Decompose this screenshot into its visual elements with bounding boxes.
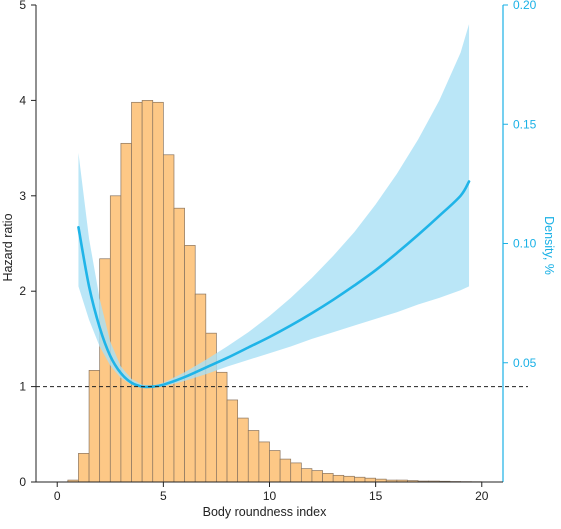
histogram-bar — [163, 155, 174, 482]
bottom-tick-label: 15 — [369, 489, 383, 503]
histogram-bar — [323, 473, 334, 482]
histogram-bar — [100, 259, 111, 482]
right-tick-label: 0.20 — [513, 0, 537, 12]
right-tick-label: 0.15 — [513, 117, 537, 131]
histogram-bar — [89, 370, 100, 482]
left-tick-label: 3 — [19, 189, 26, 203]
histogram-bar — [78, 453, 89, 482]
histogram-bar — [185, 245, 196, 482]
left-tick-label: 0 — [19, 475, 26, 489]
histogram-bar — [291, 463, 302, 482]
histogram-bar — [248, 430, 259, 482]
left-axis-title: Hazard ratio — [1, 213, 15, 281]
histogram-bar — [121, 143, 132, 482]
left-tick-label: 4 — [19, 93, 26, 107]
histogram-bar — [195, 294, 206, 482]
histogram-bar — [227, 400, 238, 482]
bottom-tick-label: 10 — [263, 489, 277, 503]
histogram-bar — [238, 418, 249, 482]
left-tick-label: 2 — [19, 284, 26, 298]
bottom-tick-label: 0 — [54, 489, 61, 503]
histogram-bar — [333, 475, 344, 482]
right-tick-label: 0.10 — [513, 237, 537, 251]
histogram-bar — [354, 477, 365, 482]
histogram-bar — [142, 100, 153, 482]
histogram-bar — [344, 476, 355, 482]
histogram-bar — [301, 469, 312, 482]
bottom-tick-label: 20 — [475, 489, 489, 503]
histogram-bar — [280, 459, 291, 482]
histogram-bar — [132, 102, 143, 482]
histogram-bar — [270, 451, 281, 482]
histogram-bar — [216, 372, 227, 482]
x-axis-title: Body roundness index — [203, 505, 327, 519]
histogram-bar — [153, 102, 164, 482]
left-tick-label: 1 — [19, 380, 26, 394]
bottom-tick-label: 5 — [160, 489, 167, 503]
left-tick-label: 5 — [19, 0, 26, 12]
histogram-bar — [110, 196, 121, 482]
right-axis-title: Density, % — [542, 216, 556, 275]
right-tick-label: 0.05 — [513, 356, 537, 370]
histogram-bar — [312, 471, 323, 482]
histogram-bar — [259, 442, 270, 482]
histogram-bar — [365, 478, 376, 482]
histogram-bar — [174, 208, 185, 482]
